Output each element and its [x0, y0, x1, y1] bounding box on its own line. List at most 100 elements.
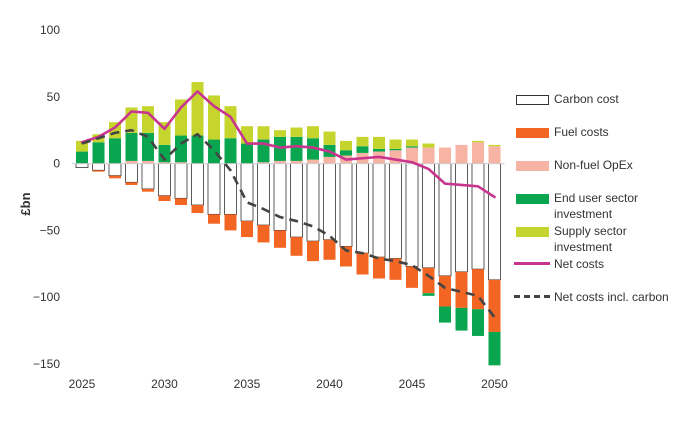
bar-carbon-cost-2029: [141, 163, 155, 190]
bar-fuel-costs-2027: [109, 175, 121, 179]
bar-end-user-sector-investment-2026: [92, 142, 105, 164]
bar-end-user-sector-investment-2032: [191, 135, 204, 164]
bar-non-fuel-opex-2050: [488, 146, 501, 164]
y-tick-label: −100: [33, 290, 60, 304]
bar-end-user-sector-investment-2034: [224, 138, 237, 164]
bar-carbon-cost-2041: [339, 163, 353, 247]
bar-end-user-sector-investment-2035: [241, 143, 253, 164]
bar-non-fuel-opex-2031: [175, 162, 187, 164]
legend-item-net-costs-incl-carbon: Net costs incl. carbon: [514, 286, 674, 319]
bar-carbon-cost-2025: [75, 163, 89, 169]
bar-fuel-costs-2039: [307, 241, 319, 262]
bar-supply-sector-investment-2031: [175, 99, 187, 136]
bar-end-user-sector-investment-2047: [439, 306, 451, 323]
bar-fuel-costs-2047: [439, 275, 451, 307]
legend-item-supply-investment: Supply sector investment: [514, 220, 674, 254]
bar-fuel-costs-2044: [389, 258, 402, 280]
bar-carbon-cost-2027: [108, 163, 122, 177]
x-tick-label: 2030: [151, 377, 178, 391]
bar-end-user-sector-investment-2046: [422, 293, 435, 296]
x-tick-label: 2040: [316, 377, 343, 391]
bar-fuel-costs-2048: [455, 271, 468, 308]
x-tick-label: 2045: [399, 377, 426, 391]
bar-carbon-cost-2033: [207, 163, 221, 215]
bar-non-fuel-opex-2030: [158, 162, 171, 164]
x-tick-label: 2035: [234, 377, 261, 391]
bar-end-user-sector-investment-2033: [208, 139, 220, 164]
y-axis-label: £bn: [18, 192, 33, 215]
legend-label: Supply sector investment: [554, 224, 627, 254]
x-tick-label: 2025: [69, 377, 96, 391]
bar-fuel-costs-2031: [175, 198, 187, 206]
bar-fuel-costs-2036: [257, 225, 270, 243]
bar-carbon-cost-2049: [471, 163, 485, 270]
bar-end-user-sector-investment-2050: [488, 331, 501, 366]
bar-end-user-sector-investment-2037: [274, 136, 286, 161]
net-costs-line-swatch: [514, 262, 550, 265]
bar-carbon-cost-2044: [389, 163, 402, 259]
bar-fuel-costs-2026: [92, 170, 105, 172]
bar-fuel-costs-2050: [488, 279, 501, 332]
bar-carbon-cost-2026: [92, 163, 105, 171]
bar-fuel-costs-2035: [241, 221, 253, 238]
bar-non-fuel-opex-2037: [274, 160, 286, 164]
legend-label: Non-fuel OpEx: [554, 158, 633, 172]
bar-carbon-cost-2030: [158, 163, 171, 197]
bar-fuel-costs-2037: [274, 230, 286, 248]
bar-end-user-sector-investment-2045: [406, 146, 418, 148]
bar-non-fuel-opex-2048: [455, 144, 468, 164]
bar-fuel-costs-2033: [208, 214, 220, 224]
bar-supply-sector-investment-2038: [290, 127, 303, 137]
y-axis-ticks: 100 50 0 −50 −100 −150: [33, 23, 60, 371]
bar-carbon-cost-2032: [191, 163, 204, 206]
bar-end-user-sector-investment-2048: [455, 307, 468, 331]
bar-carbon-cost-2040: [323, 163, 336, 241]
bar-carbon-cost-2037: [273, 163, 287, 231]
net-costs-incl-carbon-line-swatch: [514, 295, 550, 298]
bar-fuel-costs-2042: [356, 253, 369, 275]
bar-supply-sector-investment-2044: [389, 139, 402, 149]
bar-non-fuel-opex-2040: [323, 156, 336, 164]
legend-item-non-fuel-opex: Non-fuel OpEx: [514, 154, 674, 187]
bar-supply-sector-investment-2032: [191, 82, 204, 136]
bar-supply-sector-investment-2039: [307, 126, 319, 139]
bar-supply-sector-investment-2033: [208, 95, 220, 140]
bar-fuel-costs-2046: [422, 267, 435, 294]
y-tick-label: 50: [47, 90, 61, 104]
bar-supply-sector-investment-2041: [340, 140, 352, 151]
bar-fuel-costs-2043: [373, 257, 385, 279]
x-axis-ticks: 2025 2030 2035 2040 2045 2050: [69, 377, 509, 391]
bar-non-fuel-opex-2044: [389, 150, 402, 164]
bar-end-user-sector-investment-2049: [472, 309, 484, 336]
bar-carbon-cost-2042: [356, 163, 369, 254]
bar-end-user-sector-investment-2039: [307, 138, 319, 160]
line-net-costs: [80, 90, 496, 199]
lines-layer: [80, 90, 496, 319]
legend-label: Fuel costs: [554, 125, 609, 139]
bar-supply-sector-investment-2025: [76, 140, 88, 152]
legend-item-fuel-costs: Fuel costs: [514, 121, 674, 154]
bar-supply-sector-investment-2040: [323, 131, 336, 145]
bar-carbon-cost-2034: [224, 163, 237, 215]
bar-end-user-sector-investment-2041: [340, 150, 352, 156]
bar-non-fuel-opex-2045: [406, 147, 418, 164]
bar-non-fuel-opex-2039: [307, 159, 319, 164]
bar-non-fuel-opex-2029: [142, 160, 154, 164]
bar-carbon-cost-2031: [174, 163, 188, 199]
bar-end-user-sector-investment-2042: [356, 146, 369, 153]
bar-supply-sector-investment-2050: [488, 144, 501, 147]
non-fuel-opex-swatch: [516, 161, 549, 171]
fuel-costs-swatch: [516, 128, 549, 138]
end-user-investment-swatch: [516, 194, 549, 204]
bar-fuel-costs-2030: [158, 195, 171, 201]
x-tick-label: 2050: [481, 377, 508, 391]
bar-end-user-sector-investment-2043: [373, 148, 385, 152]
bar-end-user-sector-investment-2044: [389, 148, 402, 151]
bar-carbon-cost-2048: [455, 163, 468, 273]
bar-carbon-cost-2046: [422, 163, 435, 269]
bar-fuel-costs-2034: [224, 214, 237, 231]
bar-non-fuel-opex-2038: [290, 160, 303, 164]
bar-carbon-cost-2028: [125, 163, 138, 183]
bar-supply-sector-investment-2049: [472, 140, 484, 143]
